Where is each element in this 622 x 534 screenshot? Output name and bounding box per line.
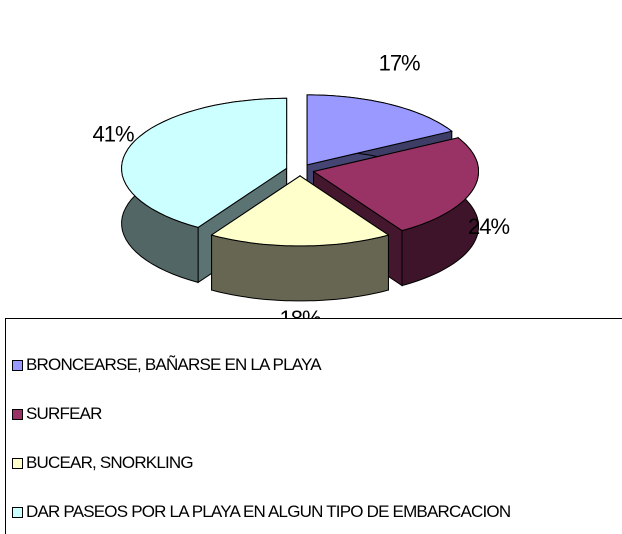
legend-item: SURFEAR	[12, 404, 102, 424]
data-label: 18%	[279, 306, 320, 318]
pie-area: 17% 24% 18% 41%	[93, 50, 511, 318]
data-label: 24%	[468, 214, 509, 239]
legend-item: DAR PASEOS POR LA PLAYA EN ALGUN TIPO DE…	[12, 502, 511, 522]
legend-label: DAR PASEOS POR LA PLAYA EN ALGUN TIPO DE…	[26, 502, 511, 521]
slice	[210, 175, 390, 247]
legend-swatch	[12, 359, 23, 371]
data-label: 41%	[93, 122, 134, 147]
legend-swatch	[12, 408, 23, 420]
slice	[121, 97, 288, 228]
legend-item: BRONCEARSE, BAÑARSE EN LA PLAYA	[12, 355, 322, 375]
legend-swatch	[12, 506, 23, 518]
legend-label: SURFEAR	[26, 404, 102, 423]
legend-swatch	[12, 457, 23, 469]
legend-label: BUCEAR, SNORKLING	[26, 453, 194, 472]
slice	[312, 137, 479, 232]
slice	[306, 94, 453, 166]
legend-item: BUCEAR, SNORKLING	[12, 453, 194, 473]
legend-label: BRONCEARSE, BAÑARSE EN LA PLAYA	[26, 355, 322, 374]
data-label: 17%	[379, 50, 420, 75]
legend: BRONCEARSE, BAÑARSE EN LA PLAYA SURFEAR BU…	[5, 318, 622, 534]
